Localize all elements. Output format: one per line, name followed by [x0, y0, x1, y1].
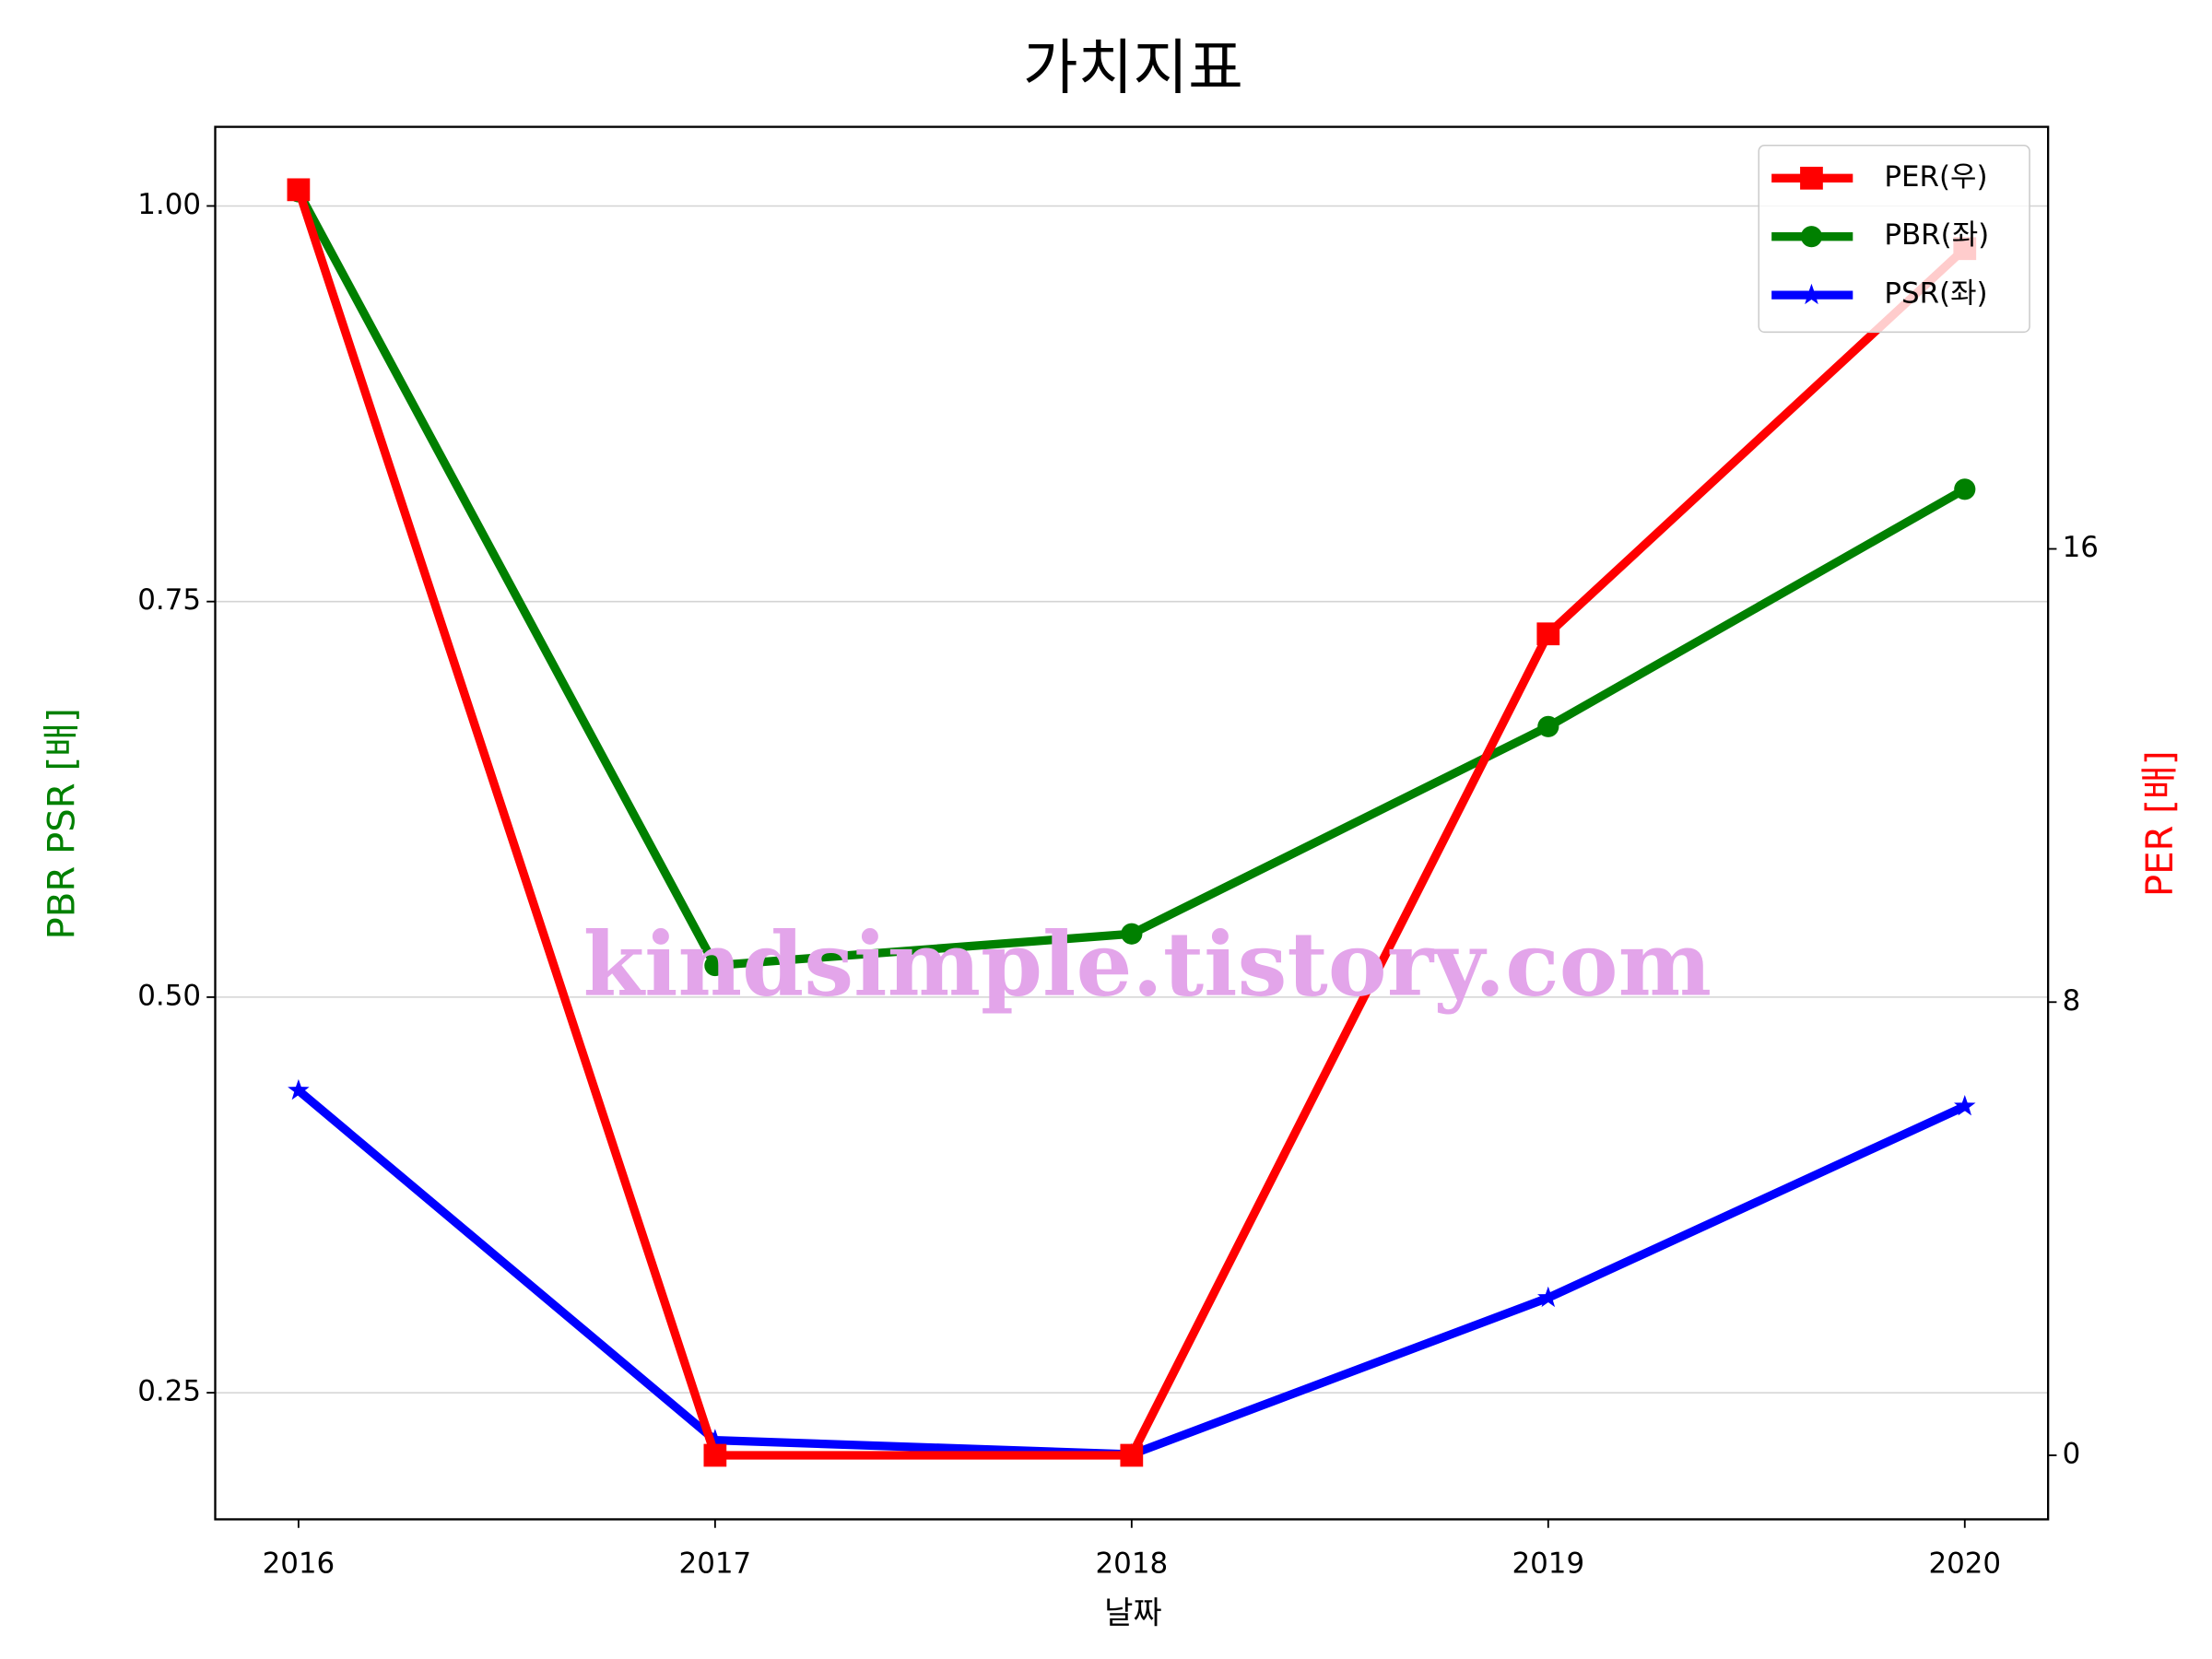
data-point	[288, 1078, 310, 1100]
watermark: kindsimple.tistory.com	[583, 912, 1712, 1016]
x-tick-label: 2016	[263, 1547, 335, 1580]
y2-tick-label: 8	[2063, 984, 2081, 1018]
chart-title: 가치지표	[1023, 33, 1243, 102]
x-tick-label: 2019	[1512, 1547, 1584, 1580]
data-point	[287, 178, 311, 202]
y2-tick-label: 16	[2063, 531, 2099, 564]
series-line	[294, 189, 1968, 971]
data-point	[704, 954, 726, 977]
legend-marker	[1800, 283, 1823, 305]
y-axis-label: PBR PSR [배]	[41, 708, 84, 939]
data-point	[704, 1429, 726, 1450]
legend-label: PSR(좌)	[1884, 277, 1987, 311]
data-point	[1954, 478, 1976, 500]
x-axis-label: 날짜	[1104, 1595, 1162, 1632]
x-tick-label: 2020	[1928, 1547, 2001, 1580]
y2-tick-label: 0	[2063, 1437, 2081, 1470]
data-point	[1121, 923, 1143, 945]
x-tick-label: 2018	[1096, 1547, 1169, 1580]
y-tick-label: 1.00	[137, 188, 201, 221]
legend-marker	[1800, 166, 1823, 190]
data-point	[1537, 715, 1559, 737]
y-tick-label: 0.75	[137, 583, 201, 617]
series-line	[294, 188, 1968, 1460]
plot-frame	[214, 125, 2050, 1521]
legend-marker	[1800, 226, 1823, 248]
series-line	[295, 1087, 1967, 1459]
y2-axis-label: PER [배]	[2139, 750, 2182, 897]
legend-label: PER(우)	[1884, 160, 1987, 194]
data-point	[1120, 1443, 1144, 1467]
data-point	[703, 1443, 727, 1467]
legend-box	[1758, 144, 2030, 334]
y-tick-label: 0.25	[137, 1375, 201, 1408]
x-tick-label: 2017	[679, 1547, 752, 1580]
data-point	[1536, 622, 1560, 646]
legend-label: PBR(좌)	[1884, 218, 1989, 252]
data-point	[1954, 1094, 1976, 1116]
y-tick-label: 0.50	[137, 979, 201, 1012]
data-point	[1537, 1286, 1559, 1308]
